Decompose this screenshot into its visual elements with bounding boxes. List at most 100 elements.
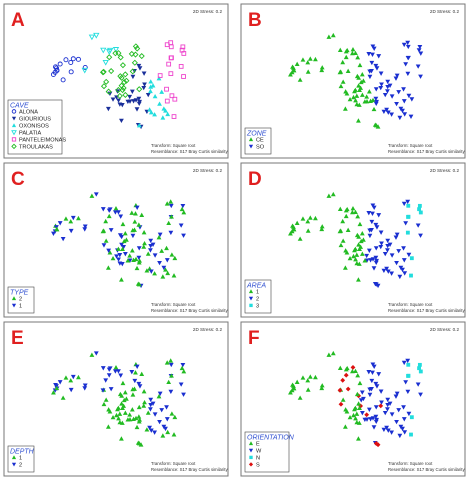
data-point xyxy=(340,238,346,243)
data-point xyxy=(378,71,384,76)
data-point xyxy=(291,65,296,70)
data-point xyxy=(93,192,99,197)
data-point xyxy=(136,123,142,128)
data-point xyxy=(398,265,404,271)
data-point xyxy=(343,372,349,378)
data-point xyxy=(401,99,407,104)
data-point xyxy=(415,223,421,228)
point-group xyxy=(51,192,187,289)
data-point xyxy=(129,248,135,253)
data-point xyxy=(373,123,379,128)
data-point xyxy=(116,210,121,215)
data-point xyxy=(60,236,66,242)
data-point xyxy=(82,224,88,229)
data-point xyxy=(117,233,123,238)
data-point xyxy=(120,221,126,227)
data-point xyxy=(396,249,402,254)
data-point xyxy=(134,107,140,112)
legend-entry-label: E xyxy=(256,442,260,448)
data-point xyxy=(366,248,372,253)
panel-a: A 2D Stress: 0.2 CAVEALONAGIOURIOUSOXONI… xyxy=(3,3,229,159)
data-point xyxy=(370,44,376,49)
data-point xyxy=(152,412,158,417)
data-point xyxy=(150,401,156,406)
data-point xyxy=(148,110,154,115)
data-point xyxy=(354,232,360,238)
data-point xyxy=(373,282,379,287)
legend-box xyxy=(244,279,272,314)
data-point xyxy=(319,385,325,391)
data-point xyxy=(374,99,380,105)
data-point xyxy=(117,253,123,258)
data-point xyxy=(401,258,407,263)
data-point xyxy=(141,389,147,394)
data-point xyxy=(385,89,390,94)
data-point xyxy=(362,258,368,263)
data-point xyxy=(362,99,368,104)
data-point xyxy=(127,253,133,258)
point-group xyxy=(51,351,187,447)
data-point xyxy=(352,405,358,410)
data-point xyxy=(100,228,106,234)
panel-letter: E xyxy=(11,328,24,349)
data-point xyxy=(81,67,88,74)
data-point xyxy=(125,99,131,105)
panel-frame xyxy=(240,162,466,318)
resemblance-label: Resemblance: S17 Bray Curtis similarity xyxy=(151,467,229,472)
data-point xyxy=(130,74,136,80)
data-point xyxy=(396,408,402,413)
data-point xyxy=(418,369,423,374)
data-point xyxy=(157,232,163,237)
legend-marker xyxy=(11,109,17,114)
stress-label: 2D Stress: 0.2 xyxy=(430,9,460,14)
data-point xyxy=(319,67,325,73)
resemblance-label: Resemblance: S17 Bray Curtis similarity xyxy=(151,308,229,313)
data-point xyxy=(168,203,174,209)
data-point xyxy=(118,373,124,378)
data-point xyxy=(100,47,107,54)
data-point xyxy=(132,51,139,58)
data-point xyxy=(130,386,136,392)
data-point xyxy=(418,74,423,79)
legend-title: ORIENTATION xyxy=(247,435,295,442)
data-point xyxy=(105,424,111,429)
legend-marker xyxy=(11,116,17,121)
data-point xyxy=(361,78,366,83)
legend-marker xyxy=(248,448,254,453)
data-point xyxy=(136,441,142,446)
data-point xyxy=(134,424,140,430)
legend-title: ZONE xyxy=(246,131,267,138)
data-point xyxy=(385,243,391,249)
data-point xyxy=(364,253,370,259)
data-point xyxy=(102,59,109,66)
data-point xyxy=(417,203,422,208)
data-point xyxy=(160,433,166,438)
data-point xyxy=(148,84,154,89)
data-point xyxy=(397,274,403,280)
data-point xyxy=(68,219,74,224)
data-point xyxy=(181,74,186,79)
data-point xyxy=(401,201,407,207)
data-point xyxy=(401,246,406,251)
data-point xyxy=(330,350,336,356)
data-point xyxy=(129,68,136,75)
data-point xyxy=(297,395,303,400)
data-point xyxy=(337,228,343,234)
data-point xyxy=(378,389,384,394)
panel-letter: C xyxy=(11,169,25,190)
data-point xyxy=(367,69,373,74)
data-point xyxy=(181,369,187,374)
data-point xyxy=(134,205,140,210)
data-point xyxy=(132,43,139,50)
panel-letter: B xyxy=(248,10,262,31)
data-point xyxy=(352,246,358,251)
data-point xyxy=(340,59,346,65)
data-point xyxy=(181,233,186,238)
legend-entry-label: W xyxy=(256,449,262,455)
data-point xyxy=(139,371,145,376)
data-point xyxy=(356,242,361,247)
data-point xyxy=(147,266,153,271)
legend-entry-label: 1 xyxy=(256,290,259,296)
